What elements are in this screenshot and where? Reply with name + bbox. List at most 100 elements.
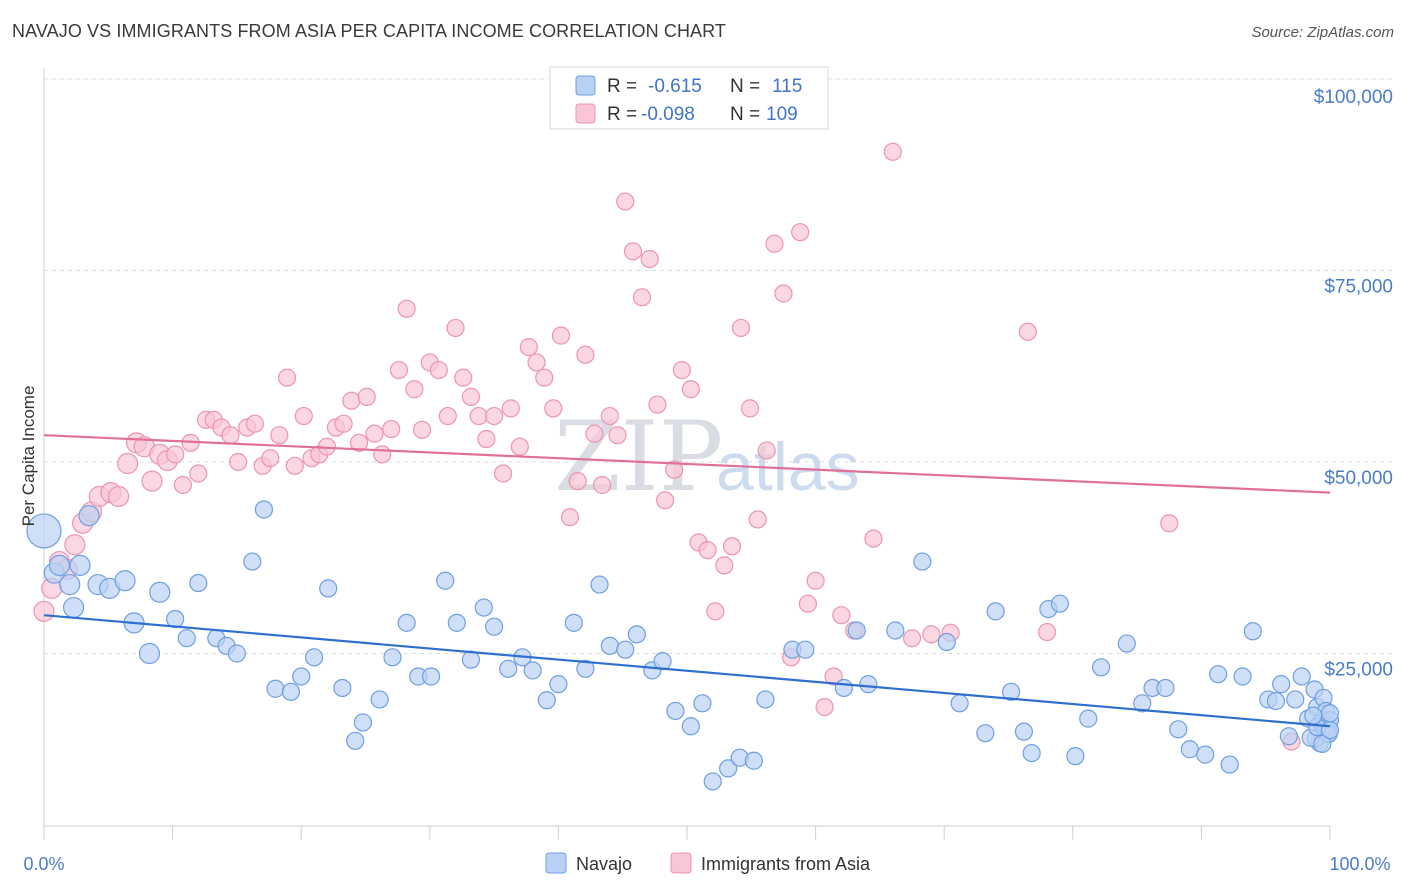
y-tick-label: $100,000 <box>1314 87 1393 108</box>
navajo-point <box>976 724 995 743</box>
x-tick-label-min: 0.0% <box>23 854 64 874</box>
trend-lines <box>43 434 1331 728</box>
asia-point <box>568 472 587 491</box>
navajo-point <box>69 554 91 577</box>
asia-point <box>501 399 520 418</box>
bottom-legend-navajo: Navajo <box>576 854 632 874</box>
asia-point <box>33 600 55 622</box>
asia-point <box>285 456 304 475</box>
navajo-point <box>564 613 583 632</box>
navajo-point <box>346 731 365 750</box>
asia-point <box>357 387 376 406</box>
navajo-point <box>719 759 738 778</box>
asia-trend-line <box>43 434 1331 494</box>
asia-point <box>544 399 563 418</box>
asia-point <box>798 594 817 613</box>
asia-point <box>585 424 604 443</box>
navajo-point <box>847 621 866 640</box>
asia-point <box>166 445 185 464</box>
navajo-point <box>177 629 196 648</box>
navajo-point <box>1313 734 1332 753</box>
asia-point <box>382 419 401 439</box>
asia-point <box>535 368 554 387</box>
asia-point <box>519 338 538 357</box>
asia-point <box>494 464 513 483</box>
asia-point <box>438 406 457 426</box>
asia-point <box>397 299 416 318</box>
asia-point <box>748 510 767 529</box>
navajo-point <box>281 682 301 701</box>
navajo-point <box>1117 634 1136 653</box>
x-tick-label-max: 100.0% <box>1329 854 1390 874</box>
asia-point <box>706 602 725 621</box>
legend-asia-r-value: -0.098 <box>641 104 695 125</box>
navajo-point <box>383 648 402 667</box>
asia-point <box>902 629 922 648</box>
navajo-point <box>227 644 246 663</box>
navajo-point <box>1156 678 1175 698</box>
asia-point <box>731 318 751 338</box>
asia-point <box>270 426 289 445</box>
asia-point <box>173 475 192 495</box>
navajo-point <box>681 717 700 736</box>
asia-point <box>681 380 700 399</box>
asia-point <box>824 667 843 686</box>
navajo-point <box>986 602 1005 621</box>
navajo-point <box>447 613 466 632</box>
legend-navajo-n-label: N = <box>730 76 760 97</box>
navajo-point <box>1180 740 1199 759</box>
navajo-point <box>26 513 62 549</box>
asia-point <box>107 485 130 508</box>
asia-point <box>461 387 481 406</box>
asia-point <box>454 368 473 387</box>
asia-point <box>832 606 851 625</box>
asia-point <box>527 353 546 372</box>
navajo-point <box>138 642 161 665</box>
navajo-point <box>333 678 352 698</box>
chart-title: NAVAJO VS IMMIGRANTS FROM ASIA PER CAPIT… <box>12 21 727 41</box>
navajo-point <box>1001 682 1021 701</box>
asia-point <box>446 318 465 338</box>
navajo-point <box>886 621 905 640</box>
legend-asia-n-value: 109 <box>766 104 798 125</box>
navajo-point <box>796 640 815 659</box>
asia-point <box>294 406 313 426</box>
asia-point <box>116 452 139 475</box>
asia-point <box>277 368 297 387</box>
navajo-point <box>1079 709 1098 728</box>
navajo-point <box>292 667 311 686</box>
navajo-point <box>590 575 609 594</box>
navajo-point <box>1066 747 1085 766</box>
navajo-point <box>1266 691 1286 711</box>
y-tick-label: $75,000 <box>1324 277 1393 298</box>
series-legend: Navajo Immigrants from Asia <box>545 852 871 874</box>
navajo-point <box>1169 720 1188 739</box>
asia-point <box>656 491 675 510</box>
asia-point <box>477 429 496 449</box>
asia-point <box>373 445 392 464</box>
navajo-point <box>48 554 71 577</box>
navajo-point <box>1304 706 1323 725</box>
navajo-point <box>913 552 932 571</box>
navajo-point <box>616 640 635 659</box>
navajo-point <box>600 636 619 655</box>
asia-point <box>365 424 384 443</box>
y-axis-label: Per Capita Income <box>19 386 38 527</box>
navajo-point <box>1292 667 1311 686</box>
asia-point <box>349 433 369 452</box>
asia-point <box>665 460 684 479</box>
navajo-point <box>319 579 338 598</box>
asia-point <box>412 420 432 439</box>
navajo-point <box>1050 594 1070 613</box>
asia-point <box>405 380 424 399</box>
correlation-legend: R = -0.615 N = 115 R = -0.098 N = 109 <box>549 66 829 130</box>
navajo-point <box>149 581 171 603</box>
asia-point <box>791 223 810 242</box>
navajo-point <box>859 675 878 694</box>
navajo-point <box>834 678 853 698</box>
navajo-point <box>576 659 595 678</box>
navajo-point <box>266 679 285 698</box>
asia-point <box>429 360 448 380</box>
y-tick-labels: $25,000 $50,000 $75,000 $100,000 <box>1314 87 1393 681</box>
asia-point <box>774 284 793 303</box>
